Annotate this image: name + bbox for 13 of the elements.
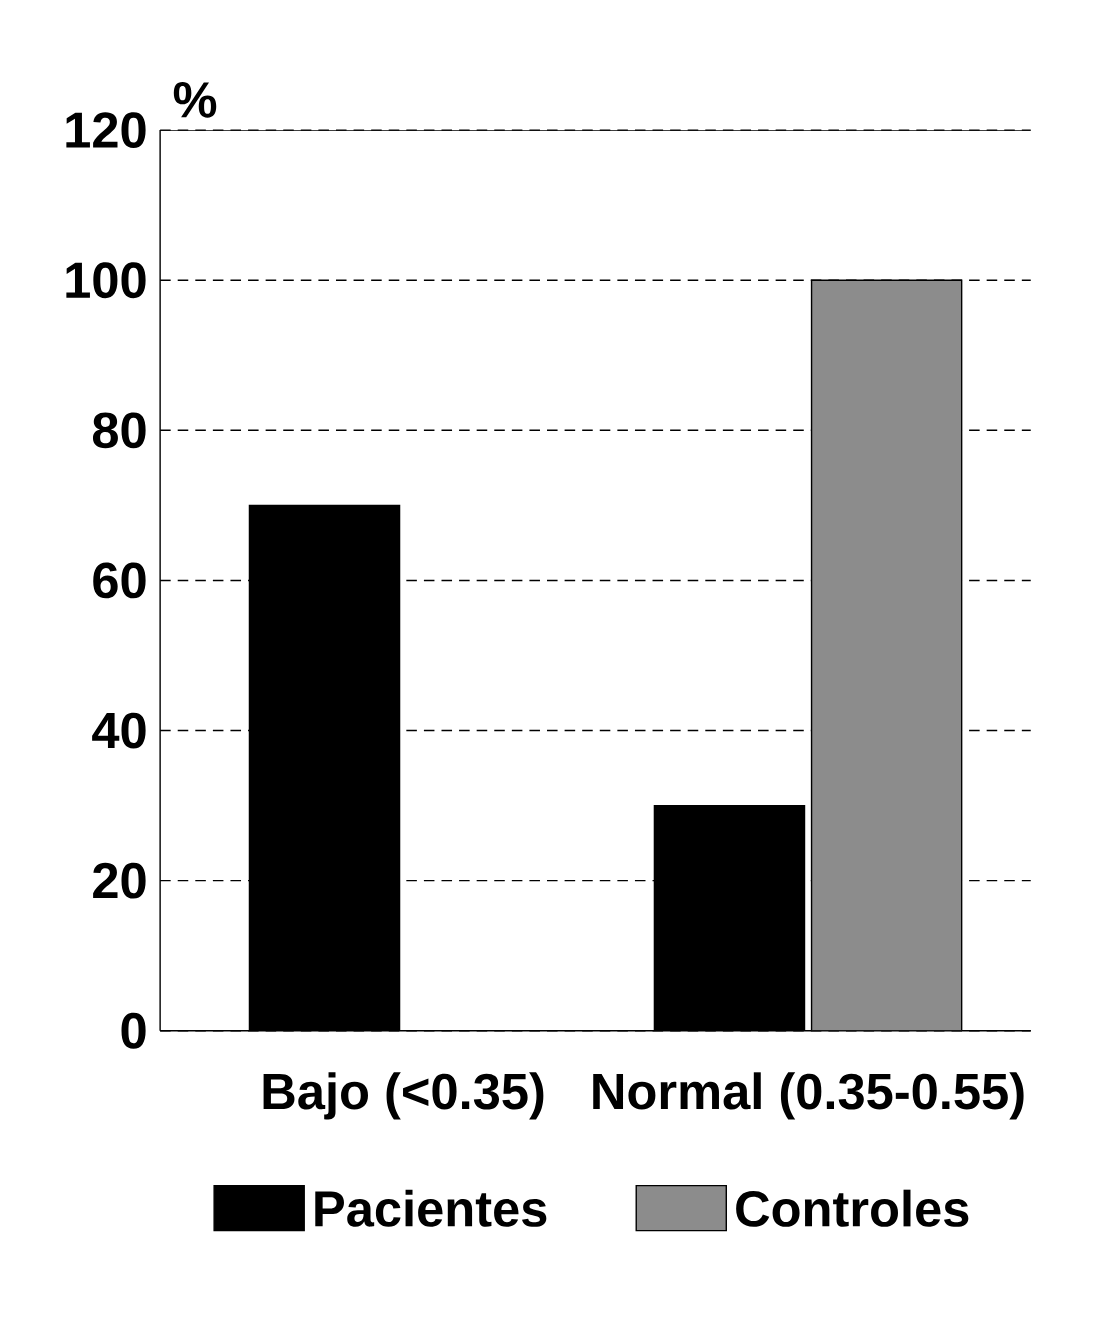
y-tick-label: 40 [92,712,146,749]
y-tick-label: 80 [93,412,146,449]
y-axis-title: % [173,82,217,118]
y-tick-label: 0 [121,1012,146,1049]
y-tick-label: 60 [93,562,146,599]
bar [810,279,963,1031]
legend-label: Controles [736,1189,969,1227]
legend-label: Pacientes [315,1189,547,1227]
y-tick-label: 100 [66,262,146,299]
x-tick-label: Normal (0.35-0.55) [593,1072,1024,1120]
x-tick-label: Bajo (<0.35) [263,1072,544,1120]
y-tick-label: 120 [66,112,146,149]
y-tick-label: 20 [93,862,146,899]
